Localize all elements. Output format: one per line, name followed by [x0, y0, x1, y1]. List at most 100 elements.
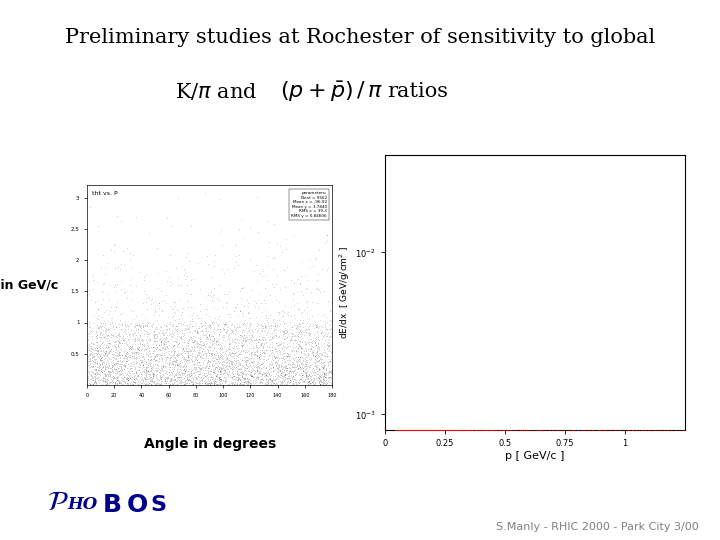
Point [397, 426, 408, 434]
Point [137, 360, 148, 368]
Point [110, 374, 122, 383]
Point [181, 379, 192, 387]
Point [171, 368, 183, 376]
Point [91, 338, 102, 346]
Point [94, 330, 106, 339]
Point [140, 348, 151, 356]
Point [122, 375, 133, 384]
Point [279, 335, 290, 343]
Point [396, 426, 408, 434]
Point [184, 372, 195, 380]
Point [398, 426, 410, 434]
Point [413, 426, 424, 434]
Point [115, 362, 127, 371]
Point [315, 377, 326, 386]
Point [102, 332, 113, 341]
Point [313, 372, 325, 380]
Point [186, 311, 198, 320]
Point [116, 380, 127, 389]
Point [197, 321, 209, 329]
Point [143, 371, 155, 380]
Point [397, 426, 409, 434]
Point [179, 367, 190, 376]
Point [226, 366, 238, 374]
Point [582, 426, 593, 434]
Point [153, 341, 165, 349]
Point [312, 360, 324, 369]
Point [113, 322, 125, 331]
Point [203, 323, 215, 332]
Point [410, 426, 421, 434]
Point [390, 426, 401, 434]
Point [176, 353, 187, 361]
Point [112, 321, 124, 329]
Point [406, 426, 418, 434]
Point [527, 426, 539, 434]
Point [100, 348, 112, 356]
Point [416, 426, 428, 434]
Point [392, 426, 403, 434]
Point [124, 371, 135, 380]
Point [197, 347, 208, 355]
Point [435, 426, 446, 434]
Point [271, 361, 282, 370]
Point [323, 345, 335, 353]
Point [99, 374, 111, 383]
Point [274, 341, 285, 350]
Point [83, 336, 94, 345]
Point [282, 310, 294, 319]
Point [440, 426, 451, 434]
Point [239, 354, 251, 362]
Point [290, 346, 302, 355]
Point [86, 353, 98, 362]
Point [88, 340, 99, 348]
Point [230, 324, 241, 333]
Point [290, 338, 302, 347]
Point [161, 267, 172, 275]
Point [166, 351, 177, 360]
Point [190, 355, 202, 364]
Point [264, 364, 275, 373]
Point [300, 272, 311, 280]
Point [413, 426, 425, 434]
Point [302, 349, 313, 357]
Point [189, 326, 200, 335]
Point [191, 311, 202, 320]
Point [420, 426, 432, 434]
Point [464, 426, 476, 434]
Point [260, 374, 271, 383]
Point [189, 369, 200, 377]
Point [201, 323, 212, 332]
Point [181, 336, 193, 345]
Point [408, 426, 420, 434]
Point [392, 426, 403, 434]
Point [297, 291, 309, 299]
Point [230, 366, 242, 375]
Point [94, 362, 106, 371]
Point [122, 374, 133, 382]
Point [234, 307, 246, 315]
Point [190, 373, 202, 381]
Point [198, 368, 210, 377]
Point [302, 339, 314, 348]
Point [121, 348, 132, 357]
Point [418, 426, 429, 434]
Point [216, 375, 228, 383]
Point [305, 320, 316, 328]
Point [305, 354, 317, 363]
Point [99, 363, 110, 372]
Point [303, 370, 315, 379]
Point [282, 377, 294, 386]
Point [305, 195, 317, 204]
Point [319, 369, 330, 378]
Point [320, 323, 332, 332]
Point [170, 357, 181, 366]
Point [223, 340, 235, 349]
Point [91, 327, 102, 336]
Point [442, 426, 454, 434]
Point [259, 299, 271, 307]
Point [191, 374, 202, 383]
Point [240, 353, 251, 362]
Point [208, 322, 220, 331]
Point [298, 367, 310, 376]
